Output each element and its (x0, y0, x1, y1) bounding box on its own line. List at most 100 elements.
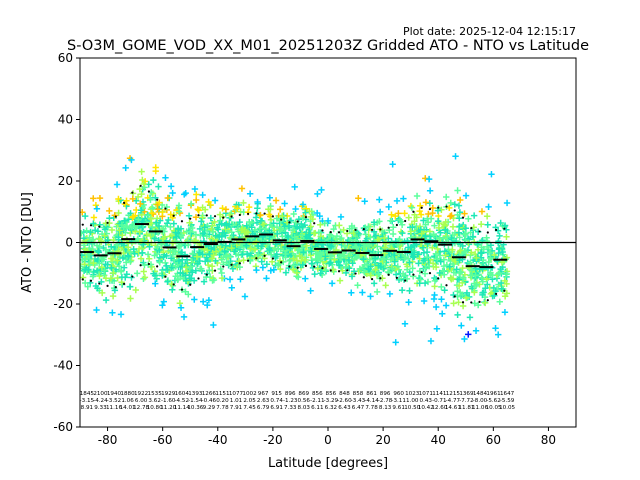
scatter-point (477, 250, 485, 257)
scatter-point (200, 245, 208, 253)
stat-value: 6.79 (257, 405, 270, 411)
upper-std-dot (147, 190, 150, 193)
scatter-point (425, 175, 433, 183)
scatter-point (185, 238, 192, 245)
upper-std-dot (213, 215, 217, 218)
scatter-point (240, 199, 247, 207)
scatter-point (212, 248, 220, 255)
lower-std-dot (478, 300, 481, 303)
stat-value: -0.71 (432, 398, 447, 404)
scatter-point (272, 253, 279, 260)
scatter-point (448, 212, 455, 219)
scatter-point (156, 199, 163, 206)
scatter-point (434, 245, 441, 253)
scatter-point (260, 220, 268, 228)
scatter-point (212, 257, 219, 265)
scatter-point (495, 270, 502, 278)
scatter-point (164, 266, 171, 274)
scatter-point (96, 243, 103, 250)
scatter-point (348, 222, 356, 230)
stat-value: 9.61 (392, 405, 405, 411)
scatter-point (405, 299, 412, 306)
scatter-point (218, 256, 225, 263)
lower-std-dot (412, 273, 415, 276)
scatter-point (447, 213, 454, 220)
scatter-point (131, 250, 138, 257)
scatter-point (242, 228, 250, 236)
lower-std-dot (189, 283, 192, 286)
scatter-point (317, 221, 324, 228)
upper-std-dot (437, 206, 440, 209)
lower-std-dot (486, 299, 489, 302)
scatter-point (112, 258, 120, 265)
x-tick-label: -20 (263, 433, 283, 447)
scatter-point (478, 208, 486, 215)
scatter-point (449, 246, 456, 254)
scatter-point (407, 228, 415, 235)
scatter-point (299, 223, 307, 230)
x-axis: -80 -60 -40 -20 0 20 40 60 80 (98, 427, 556, 447)
scatter-point (289, 266, 297, 273)
stat-value: 10.50 (404, 405, 420, 411)
scatter-point (434, 218, 442, 225)
scatter-point (444, 233, 451, 241)
stat-value: 1880 (120, 391, 135, 397)
scatter-point (203, 246, 211, 254)
scatter-point (114, 274, 121, 282)
lower-std-dot (461, 301, 465, 304)
upper-std-dot (205, 214, 208, 217)
scatter-point (165, 216, 172, 224)
scatter-point (298, 232, 306, 239)
scatter-point (312, 250, 320, 257)
scatter-point (116, 227, 123, 234)
lower-std-dot (114, 286, 117, 289)
scatter-point (449, 240, 456, 247)
scatter-point (211, 197, 219, 204)
scatter-point (455, 282, 463, 290)
lower-std-dot (164, 275, 167, 278)
lower-std-dot (81, 278, 84, 281)
scatter-point (446, 263, 453, 270)
scatter-point (431, 277, 439, 285)
scatter-point (172, 229, 179, 236)
scatter-point (233, 205, 241, 212)
scatter-point (307, 287, 314, 294)
scatter-point (474, 301, 482, 309)
scatter-point (151, 272, 159, 279)
scatter-point (110, 269, 117, 277)
scatter-point (200, 278, 208, 285)
scatter-point (430, 231, 437, 239)
scatter-point (121, 217, 129, 224)
scatter-point (163, 203, 170, 211)
scatter-point (145, 255, 153, 262)
scatter-point (266, 227, 273, 234)
y-tick-label: 20 (58, 174, 73, 188)
scatter-point (192, 214, 200, 221)
scatter-point (455, 202, 463, 209)
scatter-point (177, 249, 185, 256)
scatter-point (422, 221, 429, 228)
scatter-point (495, 238, 502, 245)
scatter-point (499, 248, 506, 256)
scatter-point (414, 251, 421, 258)
lower-std-dot (304, 264, 308, 267)
stat-value: 2.63 (257, 398, 270, 404)
scatter-point (381, 234, 388, 242)
upper-std-dot (370, 228, 374, 231)
upper-std-dot (329, 231, 332, 234)
scatter-point (415, 260, 422, 267)
scatter-point (421, 279, 429, 287)
scatter-point (144, 251, 152, 258)
scatter-point (462, 225, 470, 232)
scatter-point (432, 303, 440, 311)
stat-value: 11.16 (106, 405, 122, 411)
stat-value: -4.14 (364, 398, 379, 404)
scatter-point (287, 217, 295, 224)
scatter-point (487, 254, 494, 262)
scatter-point (501, 293, 509, 300)
scatter-point (446, 204, 453, 212)
scatter-point (355, 195, 362, 202)
scatter-point (359, 289, 366, 296)
scatter-point (401, 210, 408, 217)
scatter-point (501, 222, 509, 229)
